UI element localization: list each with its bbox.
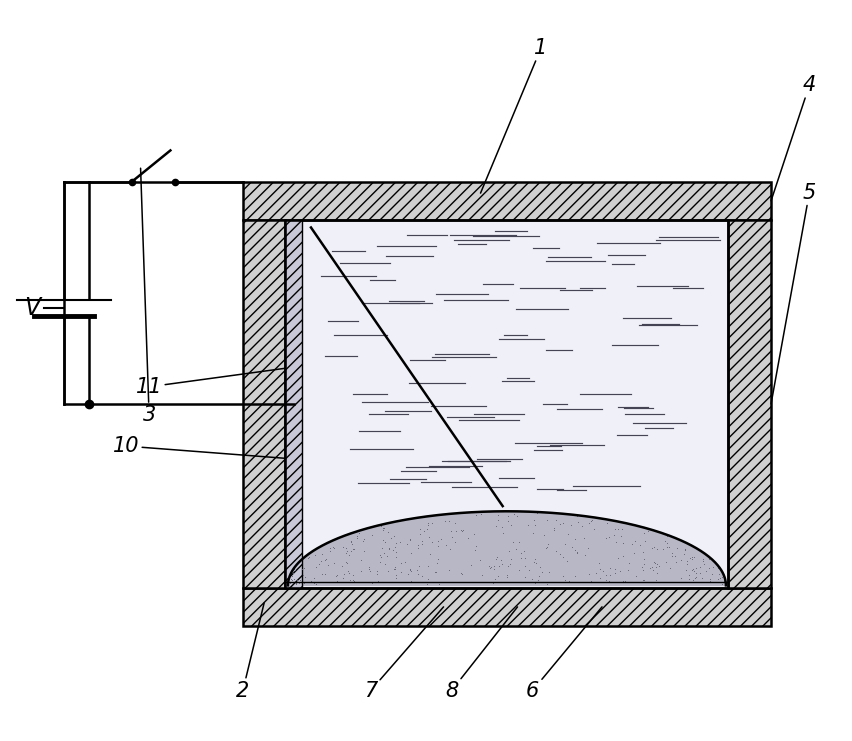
Bar xyxy=(728,220,771,588)
Text: 6: 6 xyxy=(526,607,602,700)
Text: 7: 7 xyxy=(364,607,444,700)
Text: 4: 4 xyxy=(771,76,816,201)
Text: 3: 3 xyxy=(141,168,156,425)
Bar xyxy=(243,182,771,220)
Text: 1: 1 xyxy=(481,39,548,193)
Text: 10: 10 xyxy=(112,436,294,459)
Bar xyxy=(243,220,285,588)
Bar xyxy=(285,220,728,588)
Bar xyxy=(285,220,302,588)
Polygon shape xyxy=(288,511,726,585)
Text: 8: 8 xyxy=(445,607,517,700)
Text: 11: 11 xyxy=(135,367,294,396)
Text: 2: 2 xyxy=(236,603,264,700)
Bar xyxy=(243,588,771,626)
Text: 5: 5 xyxy=(771,183,816,404)
Bar xyxy=(285,220,728,588)
Text: V: V xyxy=(25,296,40,320)
